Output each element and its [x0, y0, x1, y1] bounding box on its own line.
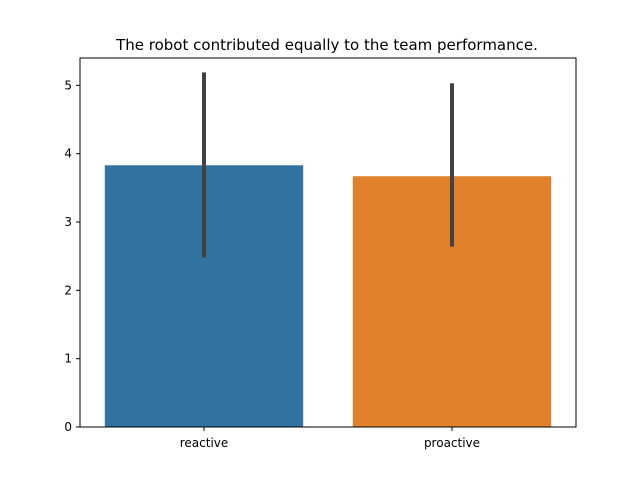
axes-frame [79, 57, 577, 428]
y-tick-label: 3 [64, 215, 72, 229]
x-tick-label: proactive [424, 436, 480, 450]
y-tick-label: 1 [64, 352, 72, 366]
y-tick-label: 5 [64, 78, 72, 92]
plot-area: reactive proactive 0 1 2 3 4 5 [64, 57, 577, 450]
x-tick-label: reactive [180, 436, 229, 450]
y-tick-label: 0 [64, 420, 72, 434]
y-tick-label: 4 [64, 147, 72, 161]
y-tick-label: 2 [64, 283, 72, 297]
chart-title: The robot contributed equally to the tea… [115, 36, 538, 54]
